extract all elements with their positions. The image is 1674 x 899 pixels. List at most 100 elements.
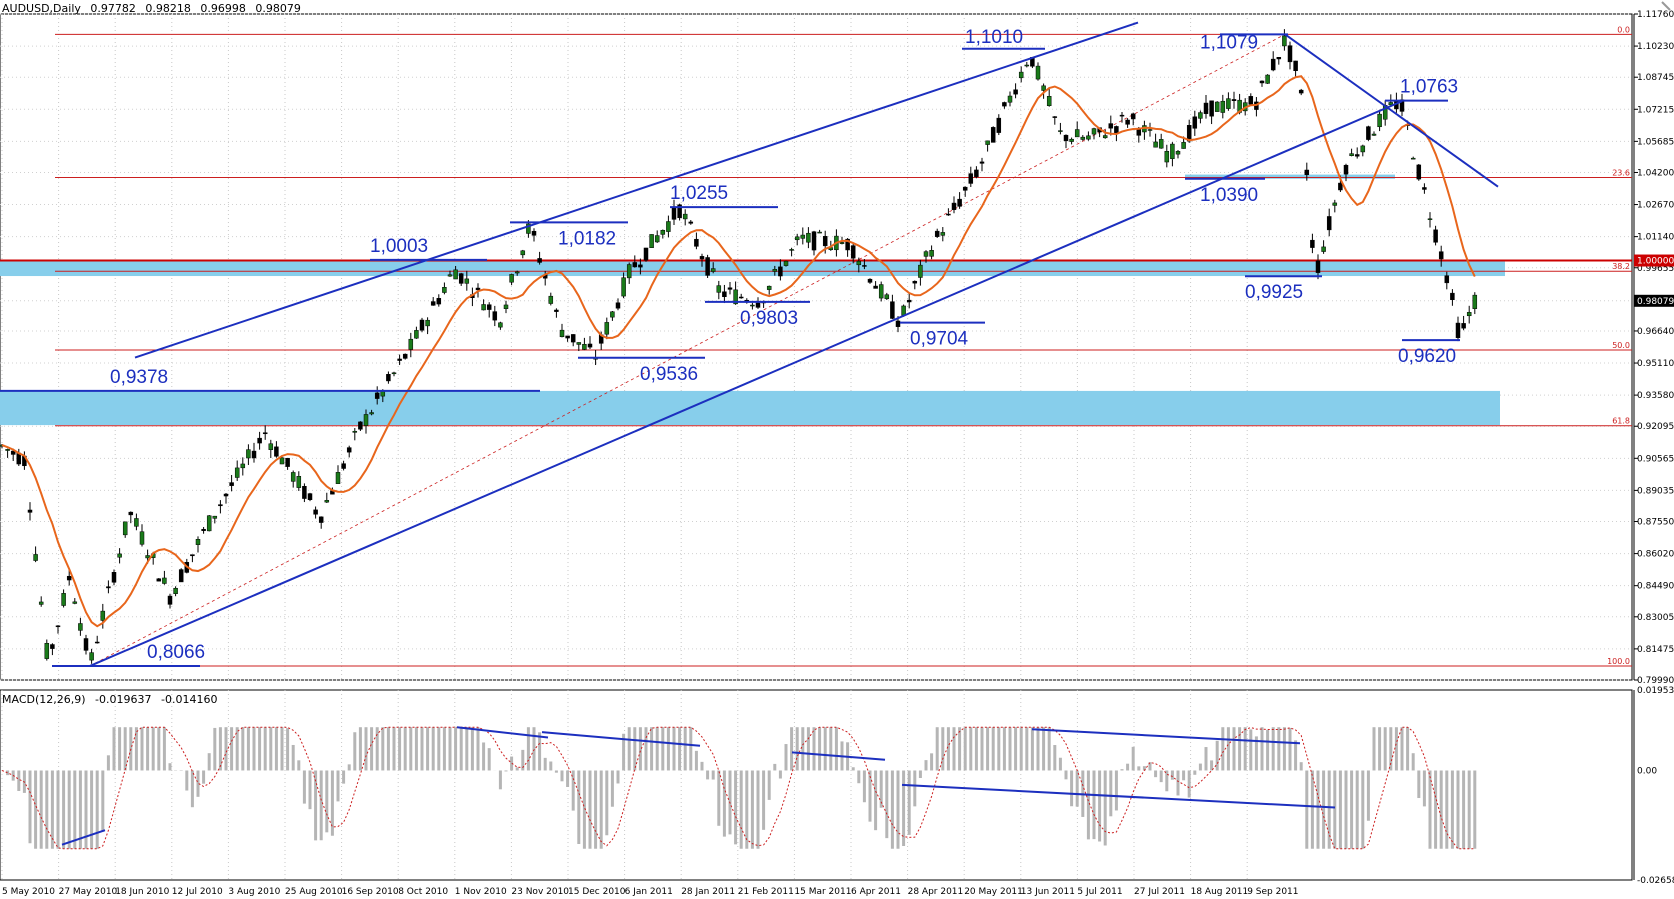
candle-body <box>1248 96 1254 105</box>
candle-body <box>1310 239 1315 248</box>
candle-body <box>587 343 593 348</box>
candle-body <box>251 450 257 459</box>
price-tick-label: 0.81475 <box>1637 645 1674 655</box>
macd-divergence-line <box>61 829 106 846</box>
candle-body <box>1270 58 1276 71</box>
candle-body <box>1282 35 1287 47</box>
candle-body <box>290 472 296 482</box>
candle-body <box>268 443 274 450</box>
support-zones <box>0 174 1505 426</box>
candle-body <box>1366 126 1371 140</box>
candle-body <box>817 231 822 234</box>
price-tick-label: 0.79990 <box>1637 676 1674 686</box>
candle-body <box>1086 135 1091 140</box>
date-tick-label: 18 Aug 2011 <box>1191 887 1249 897</box>
price-tick-label: 0.99655 <box>1637 264 1674 274</box>
chart-shift-handle[interactable] <box>1640 0 1674 12</box>
candle-body <box>1433 229 1438 243</box>
level-label: 1,0182 <box>558 228 616 249</box>
candle-body <box>1080 136 1086 140</box>
date-tick-label: 6 Jan 2011 <box>625 887 673 897</box>
candle-body <box>990 127 996 143</box>
candle-body <box>1226 98 1231 109</box>
candle-body <box>940 232 946 236</box>
candle-body <box>789 249 794 251</box>
candle-body <box>274 446 279 457</box>
candle-body <box>257 437 262 444</box>
candle-body <box>845 238 850 251</box>
price-tick-label: 0.83005 <box>1637 613 1674 623</box>
candle-body <box>1091 128 1097 135</box>
date-tick-label: 9 Sep 2011 <box>1247 887 1298 897</box>
candle-body <box>307 493 313 500</box>
current-price-label: 0.98079 <box>1637 297 1674 307</box>
candle-body <box>890 301 895 319</box>
candle-body <box>324 500 330 503</box>
candle-body <box>531 230 537 236</box>
candle-body <box>548 295 554 304</box>
candle-body <box>1349 153 1354 156</box>
candle-body <box>884 294 890 300</box>
trendlines <box>89 21 1499 667</box>
macd-divergence-line <box>541 731 701 747</box>
candle-body <box>38 601 44 605</box>
candle-body <box>1444 275 1450 284</box>
candle-body <box>682 213 688 220</box>
price-tick-label: 0.87550 <box>1637 518 1674 528</box>
candle-body <box>72 601 78 604</box>
candle-body <box>414 330 419 339</box>
candle-body <box>699 256 705 260</box>
candle-body <box>1472 294 1478 309</box>
candle-body <box>783 260 789 266</box>
candle-body <box>386 374 391 382</box>
candle-body <box>822 236 828 247</box>
macd-tick-label: -0.02658 <box>1637 876 1674 886</box>
fibonacci-levels: 0.0 23.6 38.2 50.0 61.8 100.0 <box>0 25 1632 667</box>
candle-body <box>772 269 778 272</box>
candle-body <box>234 467 240 478</box>
candle-body <box>1024 64 1030 67</box>
candle-body <box>1326 216 1332 231</box>
macd-divergence-line <box>1031 728 1301 745</box>
candle-body <box>912 280 918 284</box>
candle-body <box>1052 116 1058 118</box>
axes: 1.11760 1.10230 1.08745 1.07215 1.05685 1.042… <box>2 10 1674 897</box>
date-tick-label: 15 Mar 2011 <box>794 887 851 897</box>
candle-body <box>582 344 587 350</box>
candle-body <box>167 595 173 605</box>
candle-body <box>374 392 380 399</box>
candle-body <box>83 638 89 651</box>
candle-body <box>61 593 66 606</box>
fib-label: 38.2 <box>1612 262 1630 271</box>
macd-divergence-line <box>901 783 1336 809</box>
candle-body <box>526 223 531 234</box>
price-tick-label: 1.05685 <box>1637 137 1674 147</box>
candle-body <box>1046 96 1052 106</box>
candle-body <box>1018 71 1024 79</box>
candle-body <box>856 260 862 266</box>
candle-body <box>492 311 498 321</box>
candle-body <box>621 277 626 297</box>
candle-body <box>766 285 772 290</box>
date-tick-label: 18 Jun 2010 <box>115 887 169 897</box>
level-label: 1,0255 <box>670 183 728 204</box>
level-label: 0,9378 <box>110 367 168 388</box>
candle-body <box>240 463 246 469</box>
descending-trendline <box>1284 33 1499 188</box>
resistance-zone <box>0 259 1505 277</box>
candle-body <box>134 518 139 527</box>
price-tick-label: 1.07215 <box>1637 105 1674 115</box>
candle-body <box>397 358 402 361</box>
candle-body <box>979 161 985 164</box>
candle-body <box>139 531 145 545</box>
macd-divergence-line <box>791 751 886 761</box>
macd-divergence-line <box>456 726 549 739</box>
price-panel-frame <box>0 13 1633 681</box>
current-price-marker <box>1634 294 1674 307</box>
candle-body <box>464 278 470 284</box>
date-tick-label: 20 May 2011 <box>964 887 1023 897</box>
candle-body <box>839 242 845 244</box>
candle-body <box>806 232 811 243</box>
candle-body <box>996 117 1002 133</box>
candle-body <box>279 457 285 465</box>
